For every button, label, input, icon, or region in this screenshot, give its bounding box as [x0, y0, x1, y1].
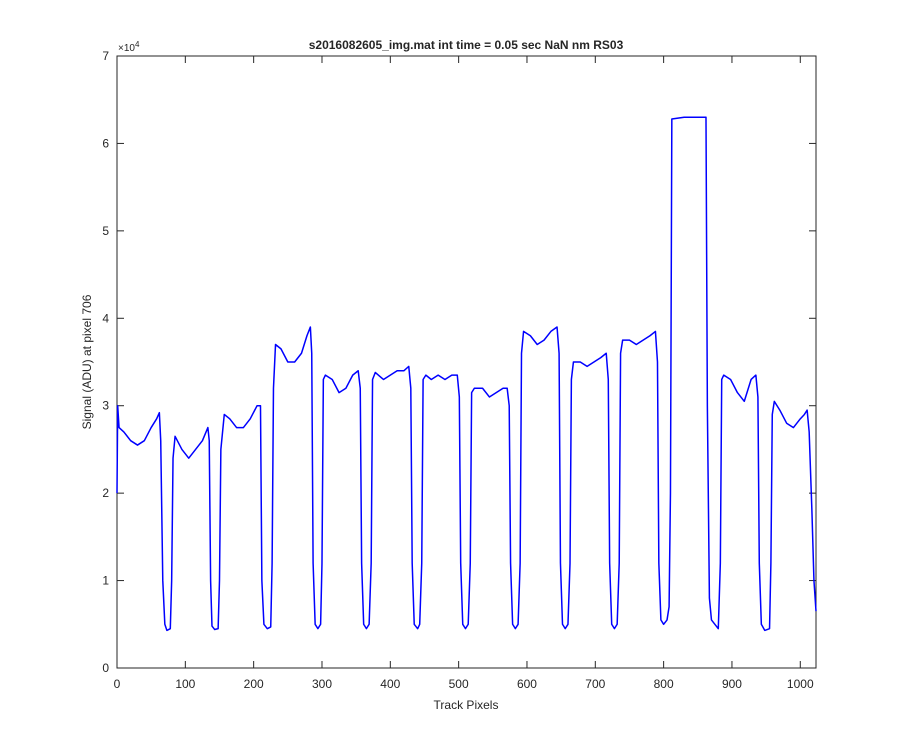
- x-tick-label: 500: [449, 677, 469, 691]
- x-axis-label: Track Pixels: [434, 698, 499, 712]
- x-tick-label: 0: [114, 677, 121, 691]
- y-tick-label: 4: [102, 311, 109, 325]
- y-multiplier-base: ×10: [118, 43, 135, 54]
- y-multiplier: ×104: [118, 40, 140, 54]
- x-tick-label: 300: [312, 677, 332, 691]
- x-tick-label: 600: [517, 677, 537, 691]
- x-tick-label: 1000: [787, 677, 814, 691]
- x-tick-label: 100: [175, 677, 195, 691]
- x-tick-label: 700: [585, 677, 605, 691]
- y-tick-label: 0: [102, 661, 109, 675]
- x-tick-label: 200: [244, 677, 264, 691]
- x-tick-label: 400: [380, 677, 400, 691]
- y-axis-label: Signal (ADU) at pixel 706: [80, 294, 94, 429]
- data-line: [116, 116, 817, 632]
- plot-frame: [116, 55, 817, 669]
- chart-title: s2016082605_img.mat int time = 0.05 sec …: [309, 38, 624, 52]
- y-tick-label: 5: [102, 224, 109, 238]
- y-tick-label: 1: [102, 574, 109, 588]
- y-tick-label: 7: [102, 49, 109, 63]
- x-tick-label: 800: [654, 677, 674, 691]
- y-multiplier-exponent: 4: [135, 40, 140, 49]
- y-tick-label: 3: [102, 399, 109, 413]
- y-tick-label: 2: [102, 486, 109, 500]
- x-tick-label: 900: [722, 677, 742, 691]
- y-tick-label: 6: [102, 136, 109, 150]
